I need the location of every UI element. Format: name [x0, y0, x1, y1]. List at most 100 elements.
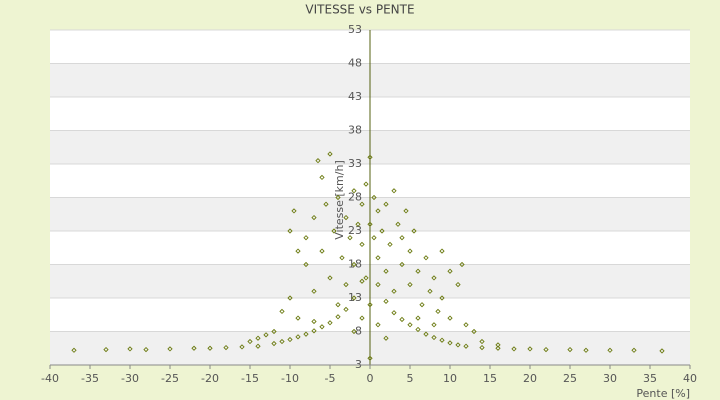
point: [527, 346, 533, 352]
point: [363, 275, 369, 281]
point: [567, 346, 573, 353]
point: [351, 188, 357, 194]
point: [295, 334, 301, 340]
point: [367, 221, 373, 227]
point: [543, 346, 549, 353]
y-tick-label: 28: [348, 191, 362, 204]
point: [263, 332, 269, 338]
point: [255, 335, 261, 341]
point: [311, 328, 317, 334]
point: [439, 248, 445, 254]
point: [343, 306, 349, 313]
point: [455, 342, 461, 348]
point: [463, 343, 469, 349]
point: [351, 261, 357, 268]
point: [279, 338, 285, 345]
point: [431, 322, 437, 328]
point: [383, 268, 389, 274]
point: [295, 315, 301, 321]
x-tick-label: 25: [563, 372, 577, 385]
point: [659, 348, 665, 354]
point: [339, 255, 345, 261]
point: [435, 308, 441, 315]
point: [327, 320, 333, 326]
point: [167, 346, 173, 352]
point: [463, 322, 469, 328]
x-tick-label: 0: [367, 372, 374, 385]
point: [335, 302, 341, 308]
point: [223, 344, 229, 351]
point: [311, 214, 317, 221]
x-tick-label: -35: [81, 372, 99, 385]
point: [303, 261, 309, 268]
point: [391, 188, 397, 194]
point: [379, 228, 385, 234]
point: [439, 295, 445, 301]
point: [427, 288, 433, 294]
point: [367, 154, 373, 160]
x-tick-label: 15: [483, 372, 497, 385]
point: [335, 314, 341, 320]
x-axis-title: Pente [%]: [636, 387, 690, 400]
point: [71, 347, 77, 353]
point: [315, 158, 321, 164]
x-tick-label: 10: [443, 372, 457, 385]
x-tick-label: -25: [161, 372, 179, 385]
y-tick-label: 38: [348, 124, 362, 137]
point: [375, 281, 381, 288]
point: [371, 235, 377, 241]
point: [287, 336, 293, 343]
point: [383, 335, 389, 341]
point: [583, 347, 589, 353]
point: [495, 342, 501, 348]
point: [423, 255, 429, 261]
x-tick-label: -20: [201, 372, 219, 385]
point: [375, 255, 381, 261]
point: [391, 310, 397, 316]
point: [271, 340, 277, 347]
x-tick-label: -5: [325, 372, 336, 385]
x-tick-label: 20: [523, 372, 537, 385]
x-tick-label: 35: [643, 372, 657, 385]
point: [287, 295, 293, 301]
x-tick-label: -15: [241, 372, 259, 385]
point: [511, 346, 517, 352]
y-tick-label: 48: [348, 57, 362, 70]
point: [363, 181, 369, 187]
point: [395, 221, 401, 227]
point: [295, 248, 301, 254]
y-tick-label: 53: [348, 23, 362, 36]
point: [347, 235, 353, 241]
point: [287, 228, 293, 234]
point: [399, 235, 405, 241]
point: [367, 355, 373, 361]
point: [367, 302, 373, 308]
point: [415, 268, 421, 274]
x-tick-label: -30: [121, 372, 139, 385]
point: [419, 302, 425, 308]
point: [447, 268, 453, 274]
point: [407, 322, 413, 328]
point: [311, 318, 317, 325]
point: [479, 344, 485, 351]
point: [255, 343, 261, 349]
y-tick-label: 33: [348, 157, 362, 170]
point: [471, 328, 477, 335]
point: [447, 315, 453, 321]
point: [387, 241, 393, 248]
point: [303, 235, 309, 241]
x-tick-label: -40: [41, 372, 59, 385]
point: [455, 281, 461, 288]
point: [431, 334, 437, 341]
point: [351, 328, 357, 335]
point: [359, 201, 365, 207]
y-axis-title: Vitesse [km/h]: [333, 160, 346, 240]
point: [375, 208, 381, 214]
point: [439, 337, 445, 343]
point: [423, 331, 429, 337]
chart-title: VITESSE vs PENTE: [305, 3, 414, 17]
point: [495, 345, 501, 351]
point: [359, 278, 365, 284]
